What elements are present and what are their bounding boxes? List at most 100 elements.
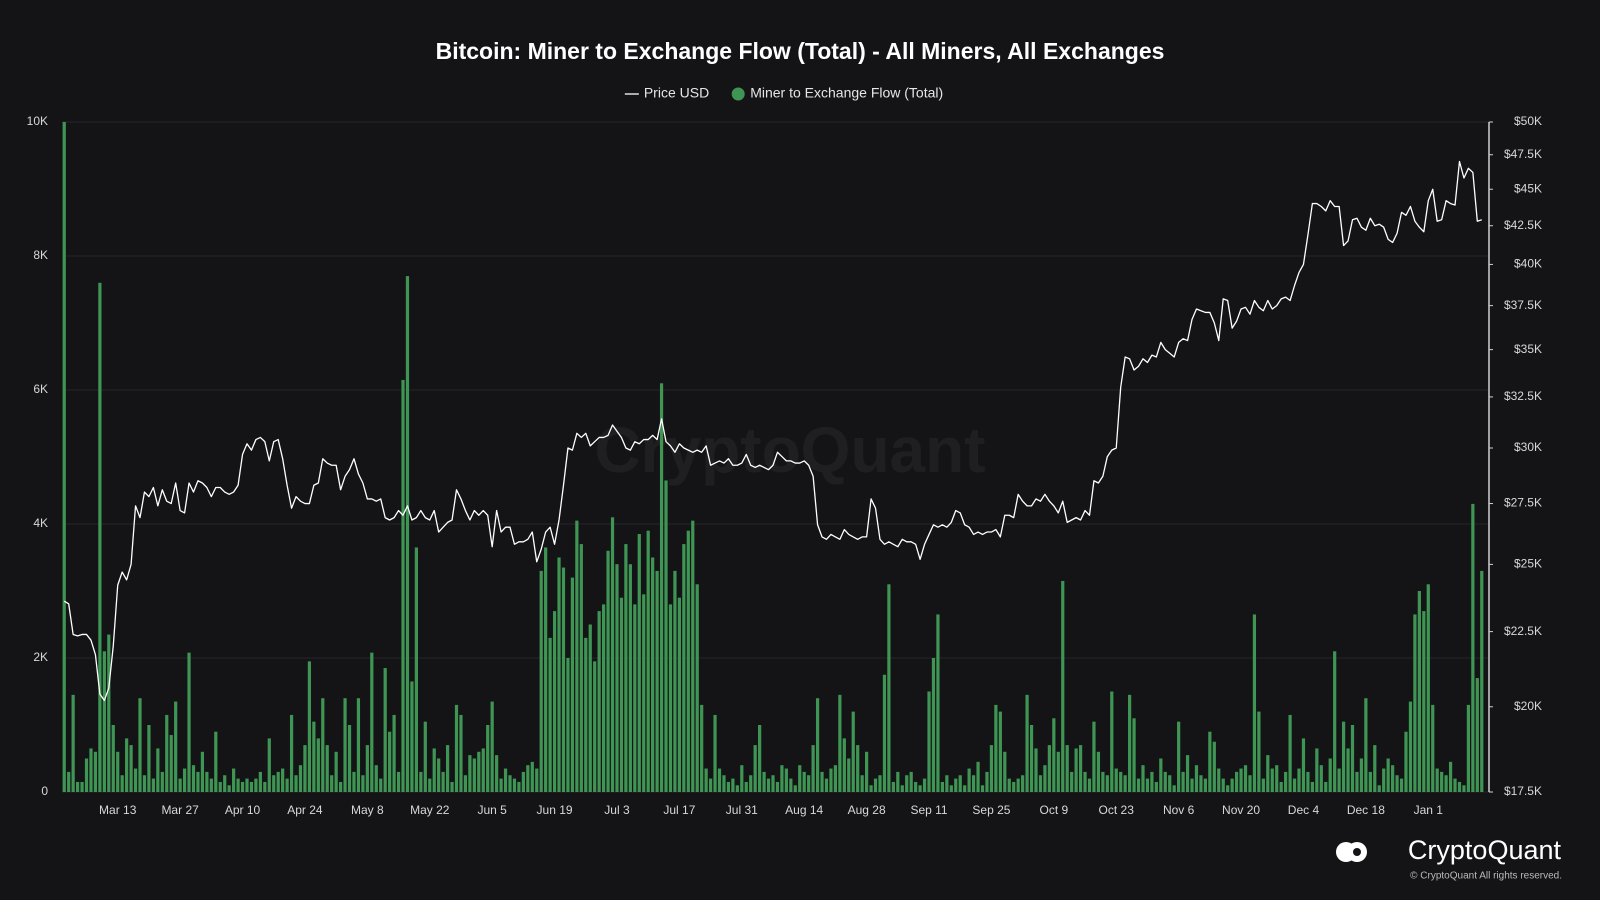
bar xyxy=(713,714,717,792)
bar xyxy=(989,745,994,792)
bar xyxy=(994,704,998,792)
bar xyxy=(1431,704,1435,792)
bar xyxy=(1163,771,1167,792)
bar xyxy=(815,698,820,792)
bar xyxy=(352,771,356,792)
bar xyxy=(931,658,936,792)
bar xyxy=(668,604,673,792)
bar xyxy=(405,276,410,793)
bar xyxy=(1279,781,1283,792)
bar xyxy=(780,765,784,792)
bar xyxy=(1194,765,1199,792)
legend: Price USD Miner to Exchange Flow (Total) xyxy=(624,85,943,101)
bar xyxy=(1408,701,1413,792)
y2-tick-label: $37.5K xyxy=(1504,298,1542,312)
bar xyxy=(1395,775,1399,792)
bar xyxy=(330,775,334,792)
bar xyxy=(75,781,80,792)
bar xyxy=(865,751,869,792)
bar xyxy=(624,544,628,792)
bar xyxy=(459,714,463,792)
bar xyxy=(579,544,583,792)
bar xyxy=(945,775,949,792)
bar xyxy=(708,778,713,792)
bar xyxy=(508,775,512,792)
bar xyxy=(365,745,369,792)
watermark: CryptoQuant xyxy=(594,414,985,486)
bar xyxy=(575,520,579,792)
bar xyxy=(824,778,829,792)
bar xyxy=(766,778,771,792)
bar xyxy=(93,751,98,792)
bar xyxy=(1217,768,1221,792)
bar xyxy=(1257,711,1261,792)
bar xyxy=(784,768,788,792)
y2-tick-label: $30K xyxy=(1514,440,1542,454)
bar xyxy=(111,725,115,792)
bar xyxy=(1440,771,1444,792)
bar xyxy=(936,614,940,792)
bar xyxy=(490,701,494,792)
bar xyxy=(1359,758,1364,792)
bar xyxy=(182,768,187,792)
x-tick-label: Dec 4 xyxy=(1288,803,1320,817)
bar xyxy=(918,785,922,792)
bar xyxy=(396,771,401,792)
bar xyxy=(833,765,838,792)
bar xyxy=(548,637,552,792)
bar xyxy=(602,604,606,792)
bar xyxy=(1301,738,1306,792)
bar xyxy=(1181,771,1185,792)
x-tick-label: Jul 17 xyxy=(663,803,695,817)
bar xyxy=(1016,778,1020,792)
bar xyxy=(298,765,303,792)
bar xyxy=(963,785,967,792)
bar xyxy=(174,701,178,792)
bar xyxy=(642,594,646,792)
bar xyxy=(272,775,276,792)
bar xyxy=(606,550,610,792)
bar xyxy=(1399,778,1404,792)
bar xyxy=(414,547,418,792)
legend-swatch xyxy=(731,87,745,101)
bar xyxy=(967,768,971,792)
bar xyxy=(107,634,111,792)
bar xyxy=(896,771,900,792)
x-tick-label: Mar 13 xyxy=(99,803,137,817)
bar xyxy=(914,781,918,792)
bar xyxy=(1328,758,1332,792)
bar xyxy=(120,775,124,792)
bar xyxy=(561,567,566,792)
bar xyxy=(544,547,548,792)
bar xyxy=(147,725,151,792)
bar xyxy=(753,745,757,792)
bar xyxy=(633,604,637,792)
bar xyxy=(1221,778,1225,792)
bar xyxy=(1457,781,1462,792)
x-tick-label: Sep 11 xyxy=(910,803,947,817)
x-tick-label: Jul 31 xyxy=(726,803,758,817)
bar xyxy=(1275,765,1279,792)
bar xyxy=(227,785,231,792)
bar xyxy=(499,778,503,792)
bar xyxy=(873,778,878,792)
y2-tick-label: $32.5K xyxy=(1504,389,1542,403)
bar xyxy=(651,557,655,792)
bar xyxy=(347,725,352,792)
bar xyxy=(887,584,891,792)
bar xyxy=(165,714,169,792)
bar xyxy=(80,781,84,792)
x-tick-label: Apr 10 xyxy=(225,803,261,817)
bar xyxy=(254,778,258,792)
bar xyxy=(891,781,895,792)
bar xyxy=(1132,718,1136,792)
bar xyxy=(223,775,227,792)
y-tick-label: 6K xyxy=(33,382,48,396)
bar xyxy=(758,725,762,792)
bar xyxy=(1448,761,1453,792)
x-tick-label: Jul 3 xyxy=(604,803,630,817)
bar xyxy=(1185,755,1190,792)
bar xyxy=(133,768,138,792)
bar xyxy=(1208,731,1212,792)
